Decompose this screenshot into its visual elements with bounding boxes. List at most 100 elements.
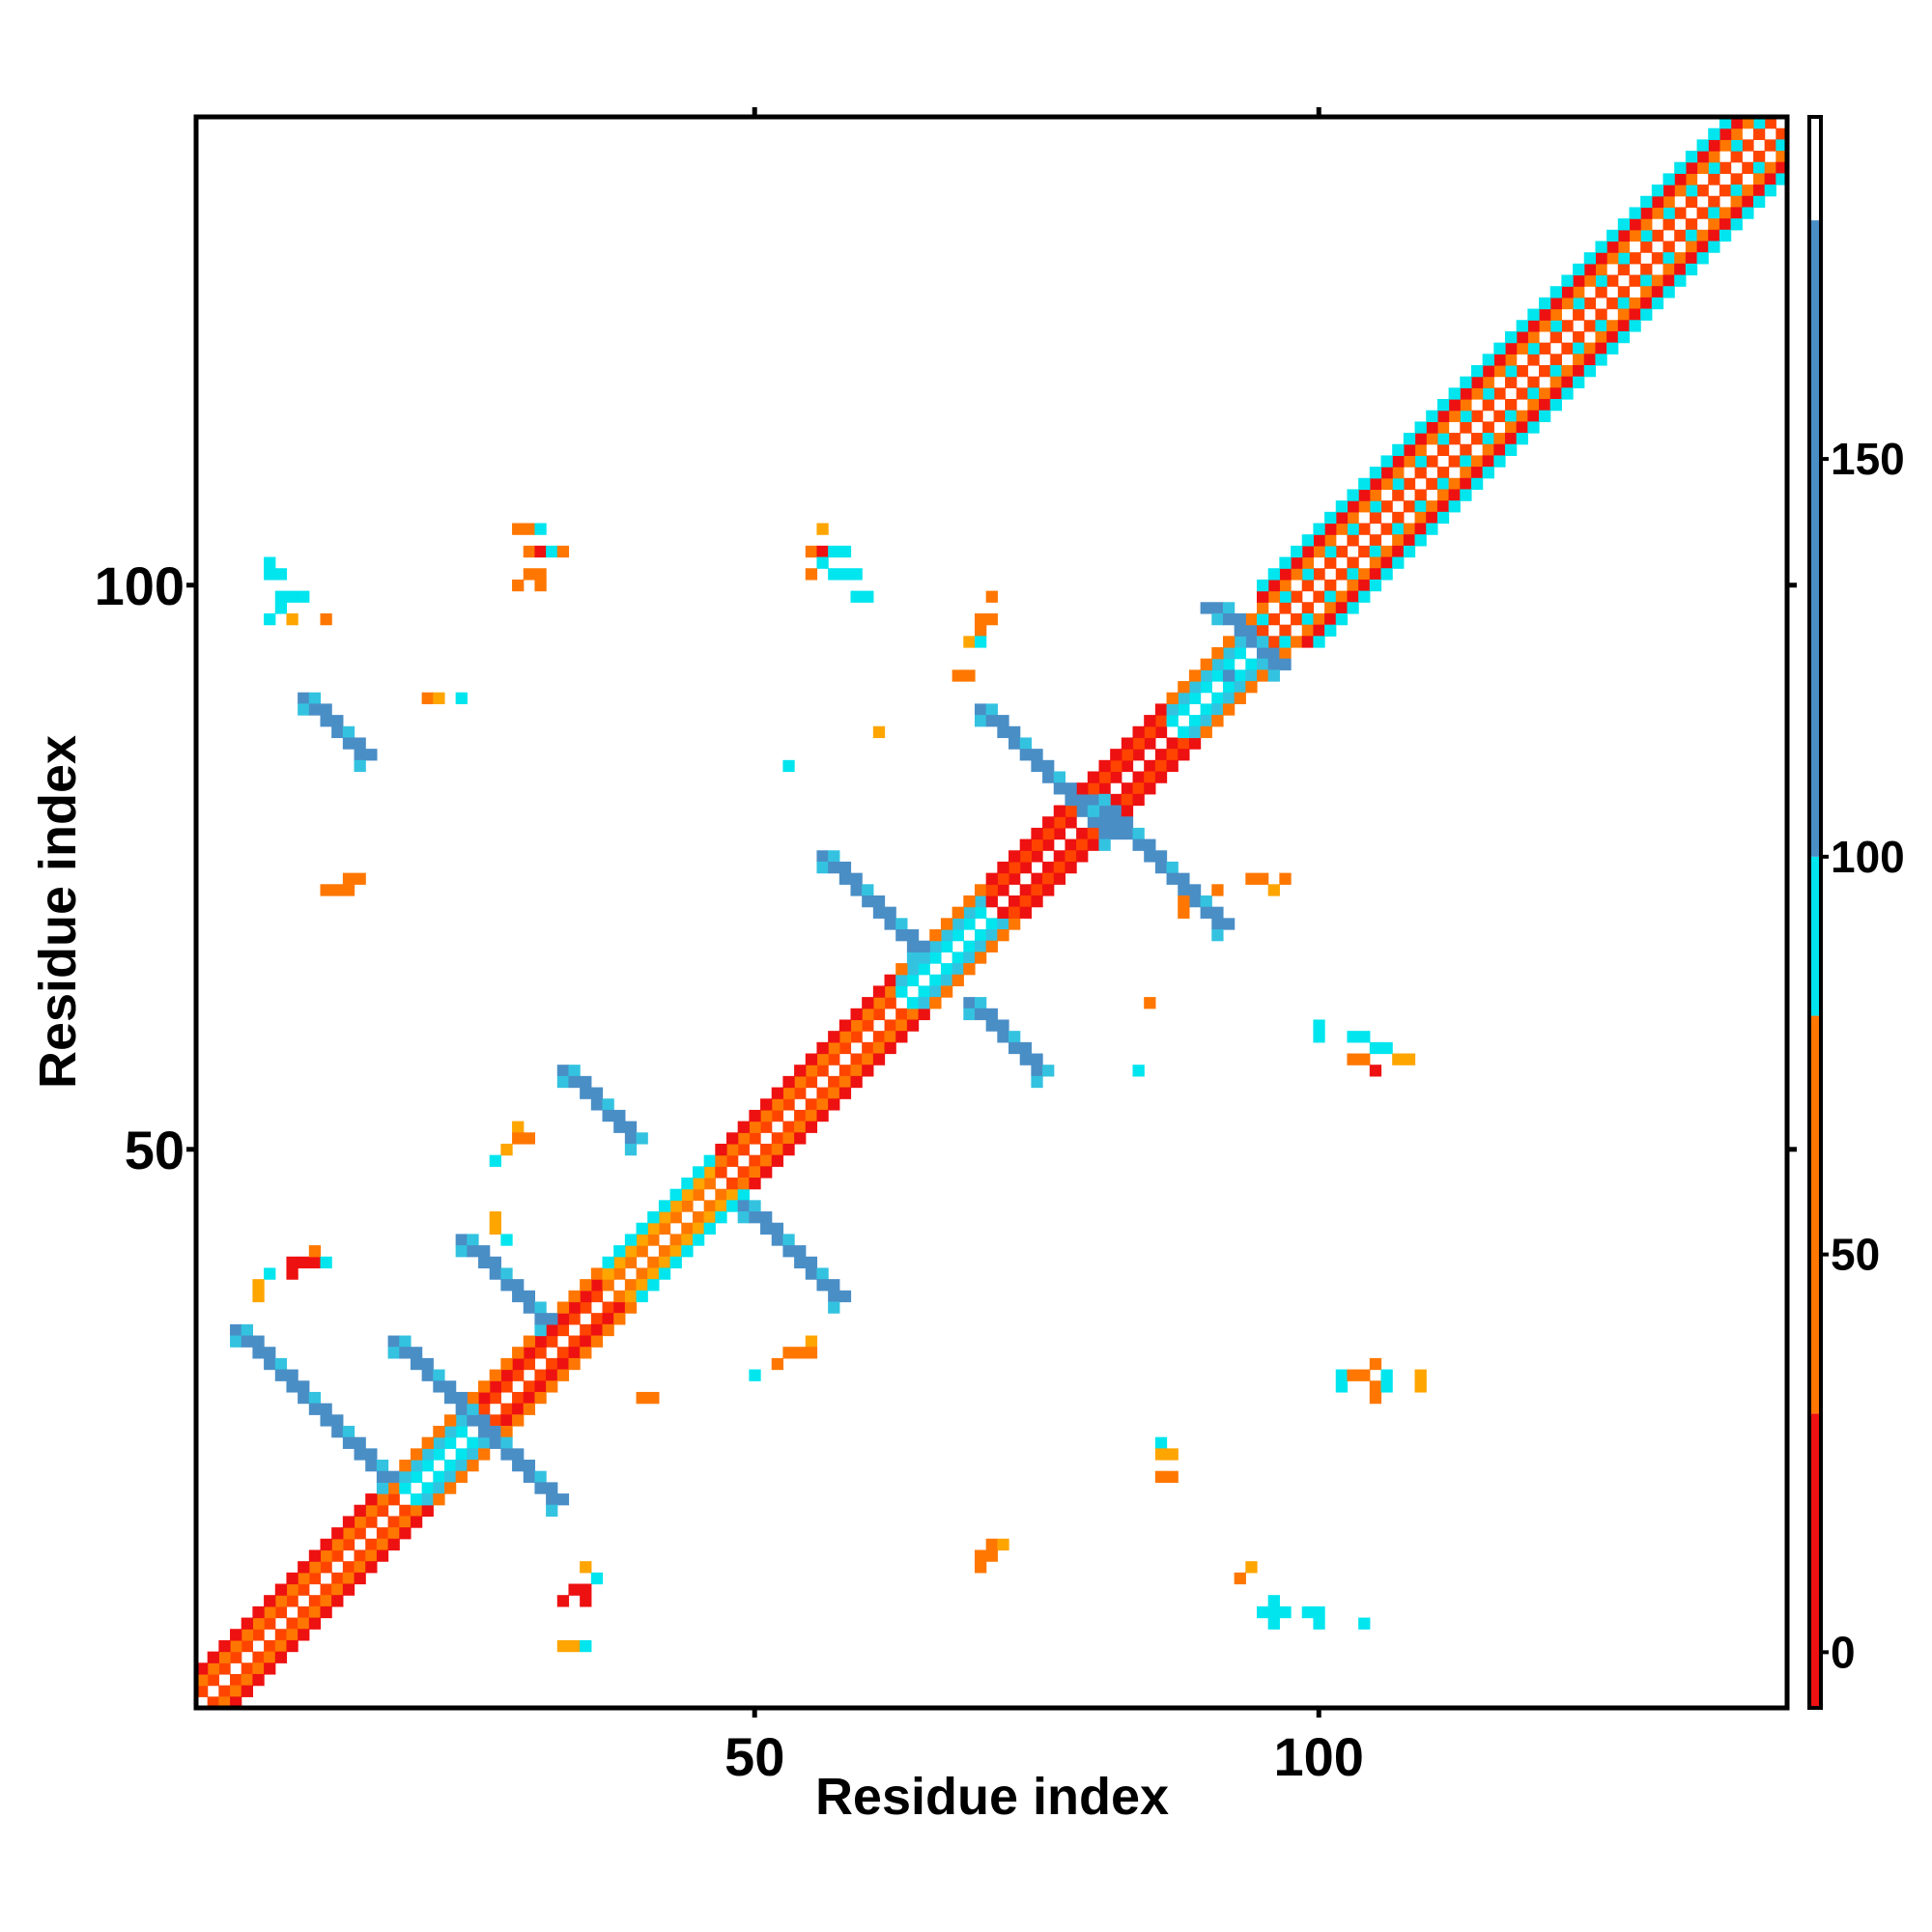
- heatmap-cell: [918, 997, 930, 1009]
- heatmap-cell: [1211, 929, 1224, 942]
- heatmap-cell: [1222, 918, 1236, 930]
- heatmap-cell: [1380, 1369, 1393, 1381]
- heatmap-cell: [1493, 443, 1506, 457]
- heatmap-cell: [534, 1347, 547, 1359]
- heatmap-cell: [760, 1166, 773, 1179]
- heatmap-cell: [1245, 872, 1258, 885]
- heatmap-cell: [985, 590, 998, 603]
- heatmap-cell: [1245, 636, 1258, 648]
- heatmap-cell: [1730, 139, 1743, 152]
- heatmap-cell: [1009, 850, 1021, 863]
- heatmap-cell: [455, 692, 468, 704]
- heatmap-cell: [1144, 850, 1156, 863]
- heatmap-cell: [1144, 997, 1156, 1009]
- colorbar-segment: [1809, 856, 1821, 1016]
- heatmap-cell: [862, 997, 874, 1009]
- heatmap-cell: [1324, 511, 1337, 525]
- heatmap-cell: [1053, 805, 1066, 817]
- heatmap-cell: [997, 715, 1009, 727]
- heatmap-cell: [1640, 297, 1653, 310]
- heatmap-cell: [760, 1222, 773, 1235]
- heatmap-cell: [467, 1436, 479, 1449]
- heatmap-cell: [658, 1245, 671, 1258]
- heatmap-cell: [1493, 387, 1506, 400]
- heatmap-cell: [568, 1357, 581, 1371]
- heatmap-cell: [1583, 297, 1597, 310]
- heatmap-cell: [895, 1019, 908, 1032]
- heatmap-cell: [1426, 421, 1438, 434]
- heatmap-cell: [726, 1143, 739, 1156]
- heatmap-cell: [489, 1211, 501, 1224]
- heatmap-cell: [715, 1166, 727, 1179]
- heatmap-cell: [1042, 759, 1055, 773]
- heatmap-cell: [1403, 534, 1416, 547]
- heatmap-cell: [749, 1166, 761, 1179]
- heatmap-cell: [308, 703, 322, 716]
- heatmap-cell: [658, 1267, 671, 1280]
- heatmap-cell: [523, 1301, 536, 1314]
- heatmap-cell: [669, 1256, 682, 1269]
- heatmap-cell: [669, 1211, 682, 1224]
- heatmap-cell: [1110, 793, 1122, 807]
- heatmap-cell: [399, 1335, 412, 1348]
- heatmap-cell: [602, 1098, 614, 1111]
- heatmap-cell: [1188, 725, 1202, 739]
- heatmap-cell: [1279, 624, 1292, 637]
- heatmap-cell: [1121, 749, 1134, 761]
- heatmap-cell: [1482, 399, 1494, 412]
- heatmap-cell: [997, 918, 1009, 930]
- heatmap-cell: [1347, 489, 1359, 501]
- heatmap-cell: [1267, 1617, 1280, 1630]
- heatmap-cell: [669, 1200, 682, 1212]
- heatmap-cell: [196, 1662, 209, 1675]
- heatmap-cell: [985, 895, 998, 908]
- heatmap-cell: [274, 1595, 288, 1607]
- heatmap-cell: [1042, 1065, 1055, 1077]
- heatmap-cell: [974, 997, 987, 1009]
- heatmap-cell: [692, 1188, 705, 1201]
- heatmap-cell: [376, 1493, 389, 1506]
- heatmap-cell: [681, 1200, 694, 1212]
- heatmap-cell: [1291, 568, 1303, 581]
- heatmap-cell: [1482, 376, 1494, 388]
- heatmap-cell: [771, 1222, 783, 1235]
- heatmap-cell: [1719, 117, 1732, 129]
- heatmap-cell: [1730, 151, 1743, 163]
- heatmap-cell: [1674, 229, 1687, 242]
- heatmap-cell: [1617, 330, 1631, 344]
- heatmap-cell: [298, 590, 310, 603]
- heatmap-cell: [1166, 1448, 1179, 1461]
- heatmap-cell: [828, 1041, 840, 1055]
- heatmap-cell: [1403, 500, 1416, 513]
- heatmap-cell: [1516, 421, 1528, 434]
- heatmap-cell: [1053, 850, 1066, 863]
- heatmap-cell: [568, 1347, 581, 1359]
- heatmap-cell: [286, 1256, 298, 1269]
- heatmap-cell: [884, 985, 896, 998]
- heatmap-cell: [556, 1369, 570, 1381]
- heatmap-cell: [794, 1121, 807, 1133]
- heatmap-cell: [1436, 511, 1450, 525]
- heatmap-cell: [1324, 534, 1337, 547]
- heatmap-cell: [331, 725, 344, 739]
- heatmap-cell: [1042, 771, 1055, 783]
- heatmap-cell: [636, 1290, 648, 1303]
- heatmap-cell: [354, 749, 366, 761]
- heatmap-cell: [782, 1143, 795, 1156]
- heatmap-cell: [1392, 545, 1405, 558]
- heatmap-cell: [556, 1357, 570, 1371]
- heatmap-cell: [749, 1211, 761, 1224]
- heatmap-cell: [1369, 579, 1382, 592]
- heatmap-cell: [602, 1256, 614, 1269]
- heatmap-cell: [760, 1098, 773, 1111]
- heatmap-cell: [1019, 906, 1032, 919]
- heatmap-cell: [1257, 624, 1269, 637]
- heatmap-cell: [556, 1065, 570, 1077]
- heatmap-cell: [467, 1460, 479, 1472]
- heatmap-cell: [1065, 861, 1077, 874]
- heatmap-cell: [1549, 320, 1562, 332]
- heatmap-cell: [241, 1685, 253, 1697]
- heatmap-cell: [952, 929, 964, 942]
- heatmap-cell: [523, 523, 536, 535]
